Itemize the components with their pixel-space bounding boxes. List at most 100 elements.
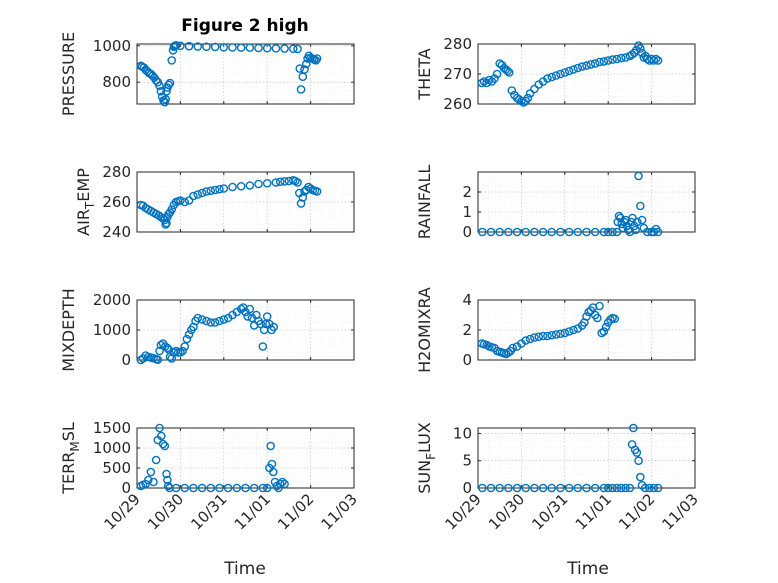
axes-frame xyxy=(477,299,696,361)
data-point xyxy=(245,304,255,314)
data-point xyxy=(556,69,565,79)
data-point xyxy=(219,315,229,324)
data-point xyxy=(193,313,203,323)
data-point xyxy=(582,483,591,493)
data-point xyxy=(167,56,177,65)
y-tick-label: 10 xyxy=(453,424,472,442)
data-point xyxy=(164,80,173,90)
data-point xyxy=(160,441,170,451)
y-tick-label: 2 xyxy=(462,321,472,339)
axes-mixdepth: 0 1000 2000 MIXDEPTH xyxy=(59,288,355,372)
data-point xyxy=(269,322,279,332)
data-point xyxy=(636,472,645,482)
data-point xyxy=(163,481,173,491)
data-point xyxy=(573,63,583,73)
data-point xyxy=(645,483,654,493)
data-point xyxy=(504,483,513,493)
data-point xyxy=(603,227,613,237)
data-point xyxy=(300,65,309,74)
data-point xyxy=(245,181,255,190)
data-point xyxy=(312,187,322,196)
data-point xyxy=(295,64,305,73)
axes-sun_flux: 10/29 10/30 10/31 11/01 11/02 11/030510SUNFLU… xyxy=(415,422,702,533)
data-point xyxy=(180,483,190,493)
data-point xyxy=(311,56,321,65)
data-point xyxy=(298,193,308,202)
y-axis-label: TERRMSL xyxy=(59,422,82,495)
data-point xyxy=(206,186,216,196)
data-point xyxy=(301,59,311,69)
data-point xyxy=(512,483,522,493)
data-markers xyxy=(136,303,279,365)
data-point xyxy=(202,316,211,326)
data-point xyxy=(254,179,263,189)
data-point xyxy=(564,483,574,493)
data-point xyxy=(569,325,578,335)
data-point xyxy=(495,59,505,68)
data-point xyxy=(627,50,637,59)
data-point xyxy=(288,44,298,54)
y-tick-label: 0 xyxy=(121,479,131,497)
axes-frame xyxy=(477,43,696,105)
data-point xyxy=(266,441,275,451)
data-point xyxy=(275,177,285,187)
data-point xyxy=(158,439,168,449)
data-point xyxy=(262,43,272,53)
data-point xyxy=(162,218,171,228)
y-tick-label: 270 xyxy=(443,65,472,83)
data-point xyxy=(176,348,185,357)
data-point xyxy=(599,57,609,66)
data-point xyxy=(608,227,617,237)
y-tick-label: 1 xyxy=(462,203,472,221)
data-point xyxy=(243,312,252,321)
data-point xyxy=(649,56,659,65)
axes-terr_msl: 10/29 10/30 10/31 11/01 11/02 11/030500100015… xyxy=(59,419,361,533)
data-point xyxy=(162,469,171,479)
axes-air_temp: 240 260 280 AIRTEMP xyxy=(74,163,355,241)
data-point xyxy=(612,54,622,64)
y-tick-label: 0 xyxy=(462,479,472,497)
data-point xyxy=(577,62,587,71)
data-point xyxy=(653,227,663,237)
y-axis-label: AIRTEMP xyxy=(74,168,97,236)
data-markers xyxy=(478,423,663,493)
data-point xyxy=(312,54,322,63)
data-point xyxy=(206,483,216,493)
y-tick-label: 280 xyxy=(443,35,472,53)
data-point xyxy=(612,227,622,237)
data-point xyxy=(171,40,181,50)
data-point xyxy=(521,336,531,345)
data-point xyxy=(653,483,663,493)
data-point xyxy=(495,483,505,493)
data-point xyxy=(178,346,187,356)
data-point xyxy=(156,86,166,96)
x-tick-label: 11/02 xyxy=(615,490,658,533)
data-point xyxy=(495,227,505,237)
y-axis-label: PRESSURE xyxy=(59,32,78,116)
data-point xyxy=(245,43,255,52)
y-tick-label: 260 xyxy=(443,95,472,113)
data-point xyxy=(599,327,609,336)
data-point xyxy=(614,211,624,221)
y-tick-label: 4 xyxy=(462,291,472,309)
data-point xyxy=(271,178,281,187)
data-point xyxy=(197,483,207,493)
y-tick-label: 240 xyxy=(102,223,131,241)
data-point xyxy=(262,483,272,493)
data-point xyxy=(508,343,518,353)
data-point xyxy=(486,227,496,237)
y-axis-label: RAINFALL xyxy=(415,165,434,240)
data-point xyxy=(530,483,539,493)
data-point xyxy=(556,329,565,339)
data-point xyxy=(595,57,604,67)
data-point xyxy=(616,483,626,493)
y-tick-label: 280 xyxy=(102,163,131,181)
y-tick-label: 800 xyxy=(102,73,131,91)
data-point xyxy=(543,331,552,341)
data-point xyxy=(538,227,548,237)
data-point xyxy=(523,93,533,103)
data-point xyxy=(525,89,535,98)
data-markers xyxy=(136,423,289,493)
data-point xyxy=(560,68,570,77)
